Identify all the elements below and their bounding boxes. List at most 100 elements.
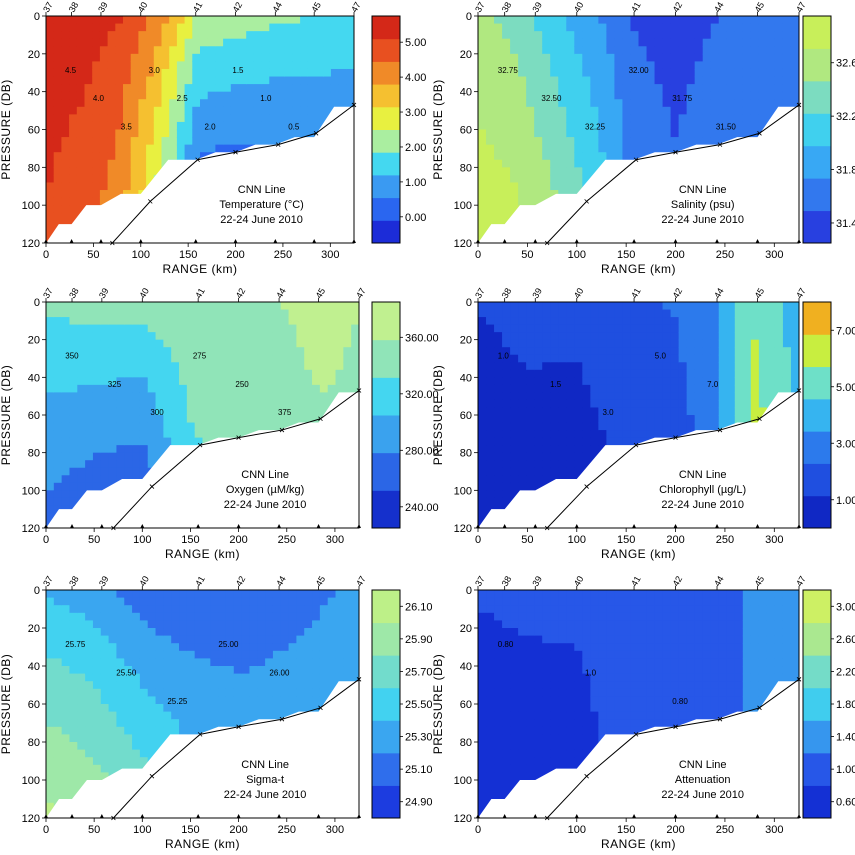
field-cell <box>139 354 149 363</box>
field-cell <box>265 354 274 363</box>
field-cell <box>582 61 591 70</box>
field-cell <box>718 384 728 393</box>
field-cell <box>351 384 359 393</box>
field-cell <box>534 99 543 108</box>
field-cell <box>265 407 274 416</box>
field-cell <box>132 354 141 363</box>
field-cell <box>46 167 55 176</box>
field-cell <box>249 339 258 348</box>
field-cell <box>502 354 511 363</box>
field-cell <box>123 129 132 138</box>
field-cell <box>598 407 607 416</box>
station-label: 45 <box>309 0 323 14</box>
field-cell <box>582 362 591 371</box>
field-cell <box>99 61 109 70</box>
field-cell <box>614 430 624 439</box>
field-cell <box>526 46 535 55</box>
field-cell <box>678 339 688 348</box>
field-cell <box>338 68 347 78</box>
field-cell <box>638 144 648 153</box>
field-cell <box>702 76 712 85</box>
field-cell <box>218 369 227 378</box>
field-cell <box>139 415 149 424</box>
field-cell <box>46 23 55 32</box>
field-cell <box>662 84 672 93</box>
field-cell <box>194 302 204 311</box>
field-cell <box>246 84 255 93</box>
field-cell <box>550 339 559 348</box>
field-cell <box>69 467 78 476</box>
field-cell <box>702 332 712 341</box>
field-cell <box>518 430 527 439</box>
field-cell <box>280 347 290 356</box>
field-cell <box>292 84 301 93</box>
field-cell <box>292 38 301 47</box>
field-cell <box>558 121 567 131</box>
field-cell <box>750 332 760 341</box>
field-cell <box>241 422 251 431</box>
field-cell <box>300 23 309 32</box>
field-cell <box>284 53 293 62</box>
field-cell <box>758 377 768 386</box>
field-cell <box>734 354 744 363</box>
field-cell <box>534 467 543 476</box>
field-cell <box>215 38 224 47</box>
station-label: 47 <box>794 0 808 14</box>
field-cell <box>526 362 535 371</box>
field-cell <box>246 106 255 115</box>
field-cell <box>614 377 624 386</box>
field-cell <box>192 61 201 70</box>
field-cell <box>61 129 70 138</box>
field-cell <box>69 121 78 131</box>
field-cell <box>194 339 204 348</box>
field-cell <box>257 302 266 311</box>
field-cell <box>550 53 559 62</box>
field-cell <box>315 68 324 78</box>
field-cell <box>662 91 672 100</box>
field-cell <box>338 16 347 25</box>
field-cell <box>734 16 744 25</box>
field-cell <box>280 407 290 416</box>
field-cell <box>53 505 63 514</box>
field-cell <box>100 302 110 311</box>
field-cell <box>750 347 760 356</box>
field-cell <box>315 106 324 115</box>
field-cell <box>223 99 232 108</box>
field-cell <box>654 129 664 138</box>
field-cell <box>238 68 247 78</box>
field-cell <box>123 114 132 123</box>
field-cell <box>107 159 116 168</box>
field-cell <box>486 53 495 62</box>
field-cell <box>710 354 720 363</box>
field-cell <box>84 152 93 161</box>
colorbar-swatch <box>803 178 831 212</box>
field-cell <box>99 174 109 184</box>
field-cell <box>238 137 247 146</box>
field-cell <box>550 437 559 446</box>
field-cell <box>218 384 227 393</box>
field-cell <box>670 16 680 25</box>
field-cell <box>678 362 688 371</box>
field-cell <box>69 445 78 454</box>
field-cell <box>574 129 583 138</box>
field-cell <box>147 332 157 341</box>
field-cell <box>478 129 487 138</box>
field-cell <box>678 38 688 47</box>
field-cell <box>130 16 139 25</box>
field-cell <box>750 106 760 115</box>
field-cell <box>194 369 204 378</box>
field-cell <box>534 137 543 146</box>
field-cell <box>518 467 527 476</box>
field-cell <box>502 23 511 32</box>
field-cell <box>510 129 519 138</box>
field-cell <box>678 53 688 62</box>
field-cell <box>304 339 313 348</box>
field-cell <box>646 114 656 123</box>
field-cell <box>84 91 93 100</box>
field-cell <box>194 437 204 446</box>
field-cell <box>123 121 132 131</box>
field-cell <box>510 422 519 431</box>
field-cell <box>169 16 178 25</box>
field-cell <box>238 76 247 85</box>
field-cell <box>494 38 503 47</box>
